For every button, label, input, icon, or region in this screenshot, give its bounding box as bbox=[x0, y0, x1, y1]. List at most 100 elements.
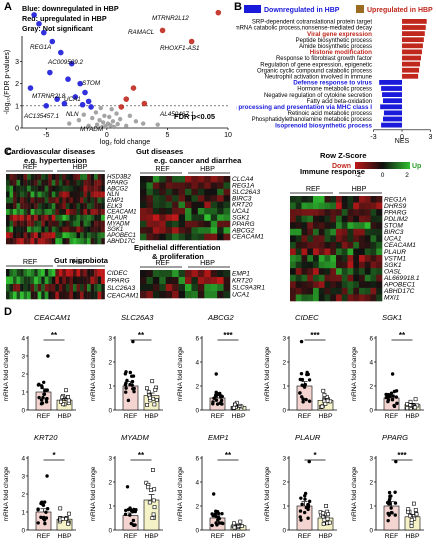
heatmap-cell bbox=[72, 203, 77, 210]
heatmap-cell bbox=[370, 287, 377, 295]
heatmap-cell bbox=[51, 197, 56, 204]
hbp-data-point bbox=[147, 500, 152, 505]
heatmap-cell bbox=[313, 215, 320, 223]
heatmap-cell bbox=[30, 214, 35, 221]
heatmap-cell bbox=[290, 235, 297, 243]
heatmap-gene-label: ABHD17C bbox=[383, 288, 415, 295]
heatmap-cell bbox=[48, 276, 52, 285]
hbp-data-point bbox=[150, 516, 155, 521]
heatmap-cell bbox=[23, 220, 28, 227]
heatmap-gene-label: HSD3B2 bbox=[107, 174, 131, 181]
heatmap-cell bbox=[55, 203, 60, 210]
down-point bbox=[47, 69, 53, 76]
ref-data-point bbox=[45, 507, 50, 511]
heatmap-cell bbox=[376, 228, 383, 236]
heatmap-cell bbox=[191, 201, 199, 209]
heatmap-cell bbox=[41, 284, 45, 292]
heatmap-cell bbox=[90, 185, 95, 192]
ref-data-point bbox=[393, 490, 397, 494]
heatmap-cell bbox=[197, 291, 205, 299]
heatmap-cell bbox=[330, 294, 337, 302]
y-tick-label: 2 bbox=[108, 359, 112, 366]
heatmap-gene-label: PPARG bbox=[384, 209, 407, 216]
heatmap-cell bbox=[197, 284, 205, 292]
ref-data-point bbox=[42, 500, 47, 504]
heatmap-cell bbox=[27, 209, 31, 216]
heatmap-cell bbox=[6, 284, 10, 292]
heatmap-cell bbox=[313, 196, 320, 203]
hbp-data-point bbox=[322, 517, 327, 522]
ref-data-point bbox=[124, 386, 128, 390]
ref-data-point bbox=[134, 508, 138, 512]
nes-term-label: Regulation of gene expression, epigeneti… bbox=[260, 62, 372, 68]
heatmap-cell bbox=[165, 201, 173, 209]
nes-bar bbox=[402, 37, 424, 43]
down-point bbox=[54, 96, 60, 102]
heatmap-cell bbox=[97, 214, 102, 221]
group-label: HBP bbox=[319, 533, 333, 540]
heatmap-cell bbox=[347, 222, 354, 230]
ref-data-point bbox=[128, 370, 133, 375]
heatmap-cell bbox=[90, 179, 95, 186]
hbp-data-point bbox=[154, 398, 159, 402]
heatmap-cell bbox=[65, 214, 70, 221]
heatmap-cell bbox=[16, 276, 21, 285]
ref-data-point bbox=[211, 402, 215, 406]
heatmap-cell bbox=[376, 294, 383, 302]
ref-data-point bbox=[42, 515, 46, 520]
heatmap-cell bbox=[364, 215, 371, 223]
heatmap-cell bbox=[336, 241, 343, 249]
heatmap-cell bbox=[13, 197, 17, 204]
heatmap-cell bbox=[359, 248, 366, 256]
heatmap-cell bbox=[80, 220, 84, 227]
heatmap-gene-label: UCA1 bbox=[232, 208, 250, 215]
heatmap-cell bbox=[307, 274, 314, 282]
heatmap-cell bbox=[9, 174, 14, 181]
heatmap-cell bbox=[87, 232, 91, 239]
legend-up: Red: upregulated in HBP bbox=[22, 14, 107, 23]
heatmap-cell bbox=[159, 227, 167, 234]
heatmap-cell bbox=[30, 226, 35, 233]
significance-stars: *** bbox=[397, 451, 407, 460]
heatmap-cell bbox=[83, 276, 88, 285]
heatmap-cell bbox=[353, 222, 360, 230]
heatmap-cell bbox=[51, 185, 56, 192]
heatmap-cell bbox=[324, 287, 331, 295]
heatmap-cell bbox=[55, 174, 60, 181]
ref-data-point bbox=[390, 511, 394, 515]
ref-data-point bbox=[301, 397, 305, 401]
heatmap-cell bbox=[83, 220, 88, 227]
heatmap-cell bbox=[94, 197, 98, 204]
ref-data-point bbox=[130, 374, 134, 378]
heatmap-cell bbox=[30, 232, 35, 239]
heatmap-cell bbox=[336, 209, 343, 216]
heatmap-gene-label: CEACAM1 bbox=[232, 234, 264, 241]
heatmap-cell bbox=[197, 220, 205, 228]
heatmap-cell bbox=[165, 227, 173, 234]
heatmap-cell bbox=[318, 196, 325, 203]
ref-data-point bbox=[389, 391, 394, 395]
y-axis-label: mRNA fold change bbox=[177, 346, 184, 401]
ref-data-point bbox=[216, 392, 220, 396]
panel-label-d: D bbox=[4, 306, 12, 318]
heatmap-cell bbox=[336, 228, 343, 236]
heatmap-cell bbox=[101, 214, 105, 221]
heatmap-cell bbox=[34, 276, 38, 285]
heatmap-cell bbox=[72, 284, 77, 292]
heatmap-cell bbox=[9, 214, 14, 221]
heatmap-cell bbox=[44, 269, 49, 277]
nes-bar bbox=[383, 98, 402, 104]
ns-point bbox=[97, 118, 102, 123]
heatmap-cell bbox=[324, 261, 331, 269]
heatmap-cell bbox=[307, 248, 314, 256]
heatmap-cell bbox=[330, 209, 337, 216]
hbp-data-point bbox=[153, 388, 158, 392]
y-tick-label: 3 bbox=[15, 59, 19, 66]
gene-label: AL450467.1 bbox=[159, 111, 194, 118]
heatmap-cell bbox=[204, 201, 212, 209]
volcano-xlabel: log₂ fold change bbox=[100, 139, 150, 146]
heatmap-cell bbox=[172, 188, 179, 196]
heatmap-cell bbox=[27, 284, 31, 292]
panel-label-c: C bbox=[4, 146, 12, 158]
